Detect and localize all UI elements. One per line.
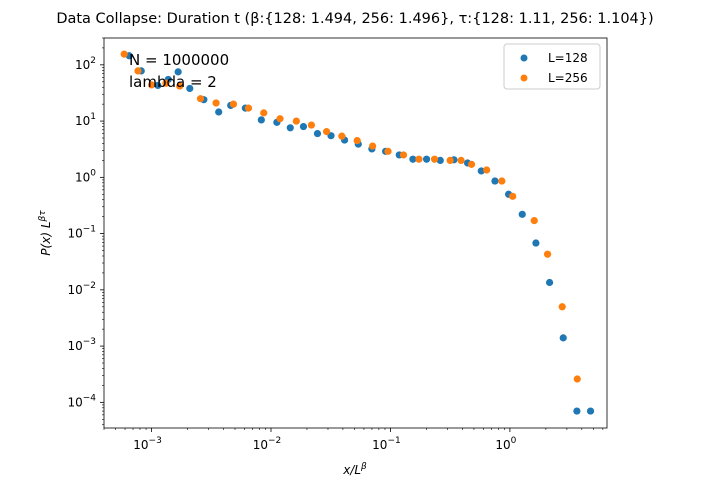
data-point (369, 142, 377, 150)
data-point (477, 167, 485, 175)
data-point (322, 128, 331, 136)
legend-box (503, 43, 601, 90)
x-tick-label: 10−1 (372, 436, 401, 452)
x-tick-label: 10−3 (133, 436, 162, 452)
data-point (286, 124, 294, 132)
data-point (244, 104, 253, 112)
data-point (545, 278, 554, 287)
y-tick-label: 101 (75, 112, 96, 128)
data-point (483, 166, 491, 174)
data-point (586, 407, 595, 415)
data-point (257, 116, 265, 124)
y-axis-label: P(x) Lβτ (38, 210, 53, 256)
data-point (573, 375, 581, 383)
legend-label-l128: L=128 (548, 51, 588, 65)
data-point (307, 121, 316, 129)
data-point (174, 68, 182, 76)
annotation-n: N = 1000000 (129, 51, 229, 69)
x-tick-label: 10−2 (253, 436, 282, 452)
data-point (186, 84, 194, 93)
data-point (292, 117, 300, 125)
y-axis: 10−4 10−3 10−2 10−1 100 101 102 (67, 37, 104, 426)
data-points (120, 50, 595, 415)
data-point (467, 160, 476, 168)
data-point (530, 217, 538, 225)
x-tick-label: 100 (495, 436, 516, 452)
data-point (422, 155, 431, 163)
data-point (313, 129, 322, 138)
data-point (196, 95, 205, 103)
data-point (134, 67, 142, 75)
data-point (399, 151, 408, 159)
y-tick-label: 10−1 (67, 225, 96, 241)
data-point (436, 156, 444, 165)
data-point (338, 132, 346, 140)
y-tick-label: 102 (75, 56, 96, 72)
data-point (532, 239, 540, 247)
data-point (147, 81, 156, 89)
y-tick-label: 100 (75, 168, 96, 184)
data-point (430, 155, 439, 163)
data-point (518, 210, 526, 218)
data-point (353, 136, 361, 145)
data-point (299, 122, 308, 131)
y-tick-label: 10−3 (67, 337, 96, 353)
series-l128 (125, 52, 595, 415)
data-point (573, 407, 581, 415)
legend-label-l256: L=256 (548, 71, 588, 85)
legend-marker-l256 (520, 74, 528, 82)
y-tick-label: 10−2 (67, 281, 96, 297)
data-point (162, 79, 170, 87)
data-point (215, 108, 223, 116)
data-point (212, 99, 220, 107)
data-point (558, 303, 566, 311)
data-point (260, 109, 268, 117)
series-l256 (120, 50, 581, 383)
data-point (559, 334, 567, 342)
data-point (498, 177, 506, 185)
data-point (543, 250, 552, 258)
data-point (457, 156, 465, 165)
x-axis: 10−3 10−2 10−1 100 (103, 428, 604, 452)
data-point (176, 82, 184, 90)
data-point (509, 192, 517, 200)
data-point (384, 147, 392, 155)
data-point (446, 156, 454, 165)
chart-title: Data Collapse: Duration t (β:{128: 1.494… (56, 11, 653, 27)
plot-area (103, 37, 608, 429)
data-point (415, 155, 423, 163)
legend-marker-l128 (520, 54, 528, 62)
data-point (229, 100, 238, 108)
data-point (276, 115, 284, 123)
data-point (154, 81, 162, 90)
data-point (409, 155, 417, 163)
annotation-lambda: lambda = 2 (129, 73, 217, 91)
data-point (120, 50, 128, 58)
y-tick-label: 10−4 (67, 393, 96, 409)
legend: L=128 L=256 (503, 43, 601, 90)
data-point (491, 177, 499, 185)
x-axis-label: x/Lβ (342, 462, 367, 477)
